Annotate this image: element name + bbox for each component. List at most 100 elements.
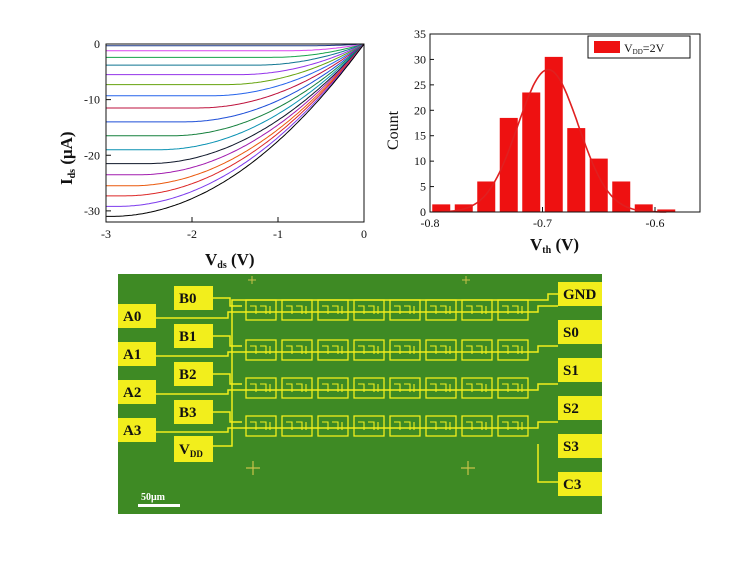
pad-b3-label: B3 [179, 405, 197, 421]
pad-vdd-label: VDD [179, 442, 203, 459]
logic-cell-gates [394, 383, 415, 392]
legend-main: V [624, 41, 633, 55]
pad-a3-label-main: A3 [123, 423, 141, 439]
iv-xtick-label: -3 [101, 227, 111, 241]
wire-row2 [238, 383, 558, 391]
wire-a0 [156, 311, 238, 319]
pad-b0-label-main: B0 [179, 291, 197, 307]
pad-s0: S0 [558, 320, 602, 344]
iv-xlabel-unit: (V) [227, 250, 255, 269]
pad-s1-label: S1 [563, 363, 579, 379]
logic-cell-gates [286, 383, 307, 392]
pad-a1-label: A1 [123, 347, 141, 363]
histogram-bar-8 [612, 181, 631, 212]
logic-cell-gates [358, 383, 379, 392]
iv-curve-13 [106, 43, 365, 187]
iv-curve-8 [106, 43, 365, 123]
hist-ytick-label: 30 [414, 52, 426, 66]
logic-cell-outline [353, 377, 385, 399]
logic-cell-gates [430, 383, 451, 392]
logic-cell [245, 339, 277, 361]
iv-curve-7 [106, 43, 365, 109]
logic-cell-outline [317, 377, 349, 399]
hist-xlabel-main: V [530, 235, 543, 254]
histogram-axes: -0.8 -0.7 -0.6 0 5 10 15 20 25 30 35 [414, 27, 701, 230]
logic-cell-gates [466, 305, 487, 314]
logic-cell-outline [425, 415, 457, 437]
logic-cell [497, 377, 529, 399]
logic-cell-gates [502, 305, 523, 314]
pad-a0-label: A0 [123, 309, 141, 325]
pad-b2: B2 [174, 362, 213, 386]
iv-ylabel: Ids (μA) [57, 131, 78, 185]
hist-ytick-label: 35 [414, 27, 426, 41]
logic-cell-gates [322, 345, 343, 354]
iv-plot-frame [105, 43, 365, 223]
pad-b2-label: B2 [179, 367, 197, 383]
pad-c3: C3 [558, 472, 602, 496]
wire-a1 [156, 351, 238, 357]
pad-b1: B1 [174, 324, 213, 348]
logic-cell [389, 299, 421, 321]
pad-a2: A2 [118, 380, 156, 404]
logic-cell-gates [250, 345, 271, 354]
pad-b1-label-main: B1 [179, 329, 197, 345]
legend-entry: VDD=2V [624, 41, 665, 56]
hist-ytick-label: 15 [414, 129, 426, 143]
scale-bar-label: 50μm [141, 492, 166, 503]
hist-ytick-label: 20 [414, 103, 426, 117]
pad-gnd-label-main: GND [563, 287, 597, 303]
hist-plot-frame [429, 33, 701, 213]
iv-curve-14 [106, 43, 365, 197]
legend-sub: DD [633, 48, 643, 56]
logic-cell-outline [425, 299, 457, 321]
logic-cell-outline [389, 415, 421, 437]
logic-cell-outline [461, 377, 493, 399]
hist-ylabel: Count [385, 110, 402, 150]
chip-logic-cells [245, 299, 529, 437]
logic-cell-outline [245, 377, 277, 399]
logic-cell-gates [358, 305, 379, 314]
legend-swatch [594, 41, 620, 53]
wire-row3 [238, 421, 558, 429]
alignment-mark [462, 276, 470, 284]
pad-s2-label: S2 [563, 401, 579, 417]
logic-cell [461, 377, 493, 399]
iv-xlabel: Vds (V) [205, 250, 255, 271]
pad-a3-body [118, 418, 156, 442]
pad-s0-label-main: S0 [563, 325, 579, 341]
logic-cell [497, 415, 529, 437]
pad-s3: S3 [558, 434, 602, 458]
alignment-mark [461, 461, 475, 475]
logic-cell-gates [430, 345, 451, 354]
pad-c3-label: C3 [563, 477, 581, 493]
logic-cell-gates [430, 421, 451, 430]
hist-ytick-label: 5 [420, 180, 426, 194]
logic-cell-gates [358, 345, 379, 354]
wire-a3 [156, 427, 238, 433]
logic-cell-outline [497, 415, 529, 437]
pad-s1: S1 [558, 358, 602, 382]
pad-vdd: VDD [174, 436, 213, 462]
pad-c3-body [558, 472, 602, 496]
logic-cell-gates [502, 345, 523, 354]
histogram-bar-7 [589, 158, 608, 212]
logic-cell [425, 415, 457, 437]
logic-cell-gates [250, 421, 271, 430]
logic-cell-outline [245, 339, 277, 361]
wire-b1 [213, 335, 242, 347]
iv-ytick-label: -20 [84, 148, 100, 162]
pad-a0-label-main: A0 [123, 309, 141, 325]
logic-cell-gates [394, 345, 415, 354]
logic-cell-outline [461, 299, 493, 321]
logic-cell-outline [389, 299, 421, 321]
iv-curves [106, 43, 365, 217]
logic-cell-outline [497, 377, 529, 399]
logic-cell-outline [245, 415, 277, 437]
logic-cell-outline [317, 415, 349, 437]
logic-cell-outline [353, 415, 385, 437]
pad-a2-body [118, 380, 156, 404]
pad-b2-label-main: B2 [179, 367, 197, 383]
logic-cell [245, 377, 277, 399]
pad-b0-body [174, 286, 213, 310]
